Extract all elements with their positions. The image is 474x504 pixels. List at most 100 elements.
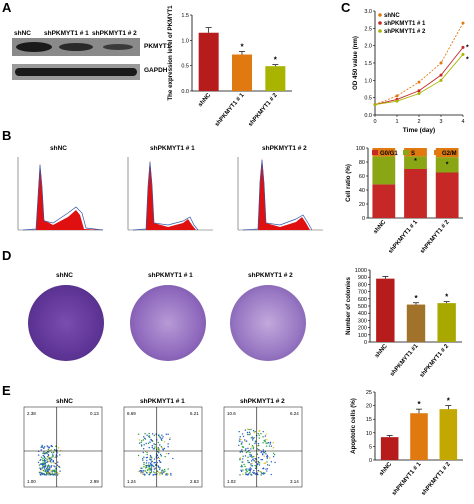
scatter-dot bbox=[241, 449, 243, 451]
quadrant-value: 0.13 bbox=[90, 411, 99, 416]
scatter-dot bbox=[154, 467, 157, 469]
scatter-dot bbox=[167, 443, 169, 445]
quadrant-value: 2.63 bbox=[190, 479, 199, 484]
scatter-dot bbox=[146, 464, 149, 467]
scatter-dot bbox=[239, 457, 242, 459]
scatter-dot bbox=[47, 469, 50, 471]
scatter-dot bbox=[245, 468, 247, 471]
scatter-dot bbox=[253, 469, 255, 472]
y-tick-label: 100 bbox=[356, 146, 365, 152]
scatter-dot bbox=[145, 466, 148, 468]
scatter-dot bbox=[257, 460, 259, 463]
scatter-dot bbox=[51, 456, 53, 458]
scatter-dot bbox=[265, 468, 267, 470]
scatter-dot bbox=[261, 472, 264, 475]
blot-lane-label: shPKMYT1 # 2 bbox=[92, 30, 137, 37]
x-tick-label: shPKMYT1 # 1 bbox=[388, 219, 420, 255]
scatter-dot bbox=[149, 454, 152, 457]
scatter-dot bbox=[58, 472, 60, 475]
panel-letter-a: A bbox=[2, 0, 12, 15]
scatter-dot bbox=[43, 466, 46, 468]
scatter-dot bbox=[240, 438, 242, 441]
scatter-dot bbox=[160, 455, 162, 457]
scatter-dot bbox=[148, 432, 150, 435]
scatter-dot bbox=[145, 457, 148, 459]
scatter-dot bbox=[58, 465, 60, 468]
scatter-dot bbox=[254, 460, 256, 462]
scatter-dot bbox=[40, 449, 42, 451]
scatter-dot bbox=[148, 471, 151, 473]
scatter-dot bbox=[53, 471, 56, 473]
scatter-dot bbox=[155, 464, 157, 466]
y-tick-label: 20 bbox=[359, 202, 365, 208]
scatter-dot bbox=[55, 445, 57, 448]
scatter-dot bbox=[165, 474, 167, 476]
scatter-dot bbox=[240, 443, 243, 445]
x-tick-label: 0 bbox=[373, 119, 376, 125]
scatter-dot bbox=[251, 446, 253, 448]
y-tick-label: 500 bbox=[358, 304, 367, 310]
scatter-dot bbox=[162, 436, 164, 438]
scatter-dot bbox=[160, 471, 162, 474]
scatter-dot bbox=[140, 445, 143, 447]
flow-title: shPKMYT1 # 1 bbox=[150, 145, 195, 152]
scatter-dot bbox=[150, 438, 152, 441]
significance-mark: * bbox=[240, 42, 244, 51]
scatter-dot bbox=[151, 446, 153, 449]
scatter-dot bbox=[251, 445, 254, 447]
scatter-dot bbox=[258, 462, 260, 464]
scatter-dot bbox=[262, 430, 264, 433]
panel-letter-c: C bbox=[341, 0, 351, 15]
scatter-title: shNC bbox=[56, 398, 73, 405]
scatter-dot bbox=[266, 468, 269, 470]
y-tick-label: 2.0 bbox=[364, 44, 372, 50]
colony-dish-shpkmyt1-2 bbox=[230, 285, 306, 361]
scatter-dot bbox=[274, 461, 276, 464]
y-tick-label: 10 bbox=[366, 431, 372, 437]
panel-letter-b: B bbox=[2, 128, 12, 143]
x-tick-label: shPKMYT1 # 2 bbox=[420, 219, 452, 255]
data-point bbox=[417, 89, 421, 93]
scatter-dot bbox=[252, 458, 254, 460]
scatter-dot bbox=[140, 472, 143, 474]
scatter-dot bbox=[246, 470, 248, 473]
bar bbox=[406, 304, 426, 342]
y-axis-label: The expression level of PKMYT1 bbox=[167, 5, 174, 101]
scatter-dot bbox=[247, 461, 249, 464]
scatter-dot bbox=[239, 474, 241, 476]
scatter-dot bbox=[153, 434, 156, 437]
scatter-dot bbox=[167, 446, 169, 448]
scatter-dot bbox=[145, 462, 148, 464]
scatter-dot bbox=[162, 448, 164, 450]
scatter-dot bbox=[54, 449, 56, 451]
scatter-dot bbox=[163, 447, 166, 450]
scatter-dot bbox=[244, 439, 246, 441]
scatter-dot bbox=[268, 445, 271, 447]
scatter-dot bbox=[252, 455, 254, 458]
chart-e-apoptosis: 0 5 10 15 20 25 Apoptotic cells (%) shNC * shPKMY… bbox=[350, 390, 463, 497]
scatter-dot bbox=[40, 456, 43, 458]
scatter-dot bbox=[43, 459, 46, 462]
x-tick-label: shNC bbox=[374, 343, 389, 359]
x-tick-label: 3 bbox=[439, 119, 442, 125]
scatter-dot bbox=[59, 470, 61, 472]
scatter-dot bbox=[42, 457, 44, 460]
scatter-dot bbox=[151, 440, 154, 442]
scatter-dot bbox=[249, 471, 251, 474]
scatter-dot bbox=[254, 430, 256, 433]
scatter-dot bbox=[241, 451, 244, 453]
scatter-dot bbox=[154, 461, 156, 464]
scatter-dot bbox=[144, 467, 147, 469]
quadrant-value: 2.99 bbox=[90, 479, 99, 484]
y-tick-label: 2.5 bbox=[364, 26, 372, 32]
bar bbox=[198, 32, 219, 91]
colony-dish-shpkmyt1-1 bbox=[130, 285, 206, 361]
scatter-dot bbox=[149, 467, 151, 470]
scatter-dot bbox=[45, 474, 47, 476]
quadrant-value: 2.38 bbox=[27, 411, 36, 416]
scatter-dot bbox=[249, 451, 251, 454]
scatter-dot bbox=[150, 456, 152, 458]
scatter-dot bbox=[250, 468, 252, 470]
blot-image bbox=[12, 38, 140, 80]
